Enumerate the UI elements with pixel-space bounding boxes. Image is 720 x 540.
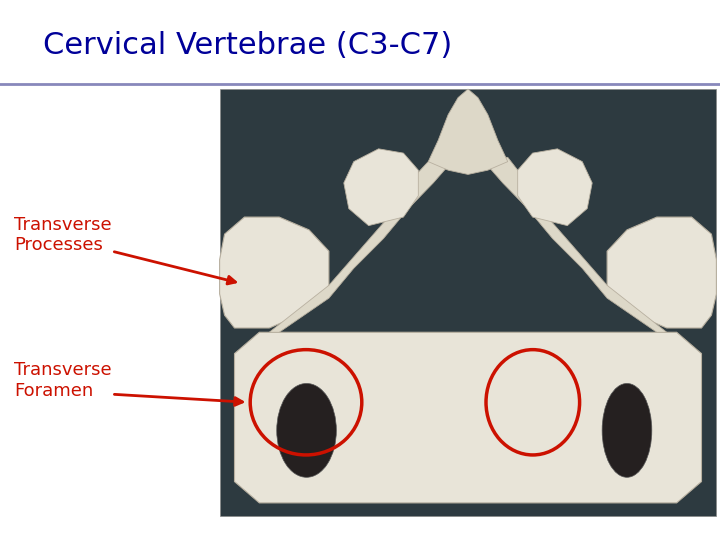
Polygon shape xyxy=(269,157,448,332)
Polygon shape xyxy=(235,332,701,503)
Polygon shape xyxy=(220,217,329,328)
Text: Transverse
Processes: Transverse Processes xyxy=(14,215,112,254)
Text: Cervical Vertebrae (C3-C7): Cervical Vertebrae (C3-C7) xyxy=(43,31,452,60)
Polygon shape xyxy=(607,217,716,328)
Polygon shape xyxy=(344,149,418,226)
Bar xyxy=(220,89,716,516)
Polygon shape xyxy=(488,157,667,332)
Polygon shape xyxy=(518,149,593,226)
Ellipse shape xyxy=(276,383,336,477)
Text: Transverse
Foramen: Transverse Foramen xyxy=(14,361,112,400)
Polygon shape xyxy=(428,89,508,174)
Ellipse shape xyxy=(602,383,652,477)
